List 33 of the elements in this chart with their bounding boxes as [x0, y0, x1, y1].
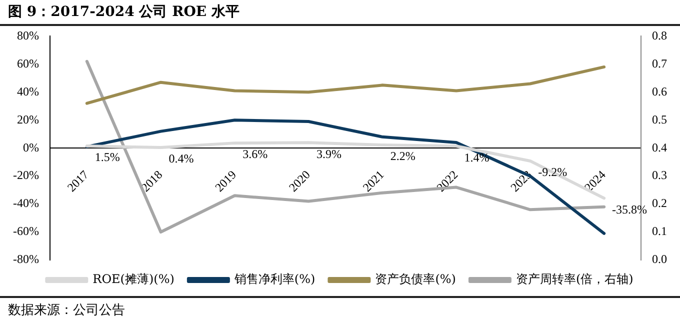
data-label: 1.5%: [94, 150, 120, 164]
y2-tick-label: 0.6: [652, 84, 667, 98]
y-tick-label: 80%: [16, 28, 39, 42]
y2-tick-label: 0.2: [652, 196, 667, 210]
data-label: 0.4%: [168, 152, 194, 166]
legend-label: 销售净利率(%): [233, 272, 316, 286]
data-label: 1.4%: [464, 150, 490, 164]
data-label: -35.8%: [612, 202, 648, 216]
data-label: 3.9%: [316, 146, 342, 161]
y2-tick-label: 0.1: [652, 224, 667, 238]
y-tick-label: 20%: [16, 112, 39, 126]
data-label: 3.6%: [242, 147, 268, 162]
legend-label: 资产周转率(倍，右轴): [516, 272, 634, 286]
y2-tick-label: 0.5: [652, 112, 667, 126]
x-tick-label: 2024: [582, 168, 608, 195]
y2-tick-label: 0.0: [652, 252, 667, 266]
source-note: 数据来源：公司公告: [0, 296, 680, 324]
y2-tick-label: 0.7: [652, 56, 667, 70]
y-tick-label: -80%: [12, 252, 39, 266]
legend-label: 资产负债率(%): [375, 272, 456, 286]
y-tick-label: -40%: [12, 196, 39, 210]
data-label: -9.2%: [538, 165, 568, 180]
y-tick-label: 40%: [16, 84, 39, 98]
y-tick-label: -60%: [12, 224, 39, 238]
y2-tick-label: 0.4: [652, 140, 667, 154]
data-label: 2.2%: [390, 149, 416, 164]
legend-label: ROE(摊薄)(%): [92, 272, 174, 286]
y-tick-label: 60%: [16, 56, 39, 70]
y2-tick-label: 0.3: [652, 168, 667, 182]
y2-tick-label: 0.8: [652, 28, 667, 42]
y-tick-label: 0%: [22, 140, 39, 154]
chart-title: 图 9：2017-2024 公司 ROE 水平: [0, 0, 680, 26]
y-tick-label: -20%: [12, 168, 39, 182]
